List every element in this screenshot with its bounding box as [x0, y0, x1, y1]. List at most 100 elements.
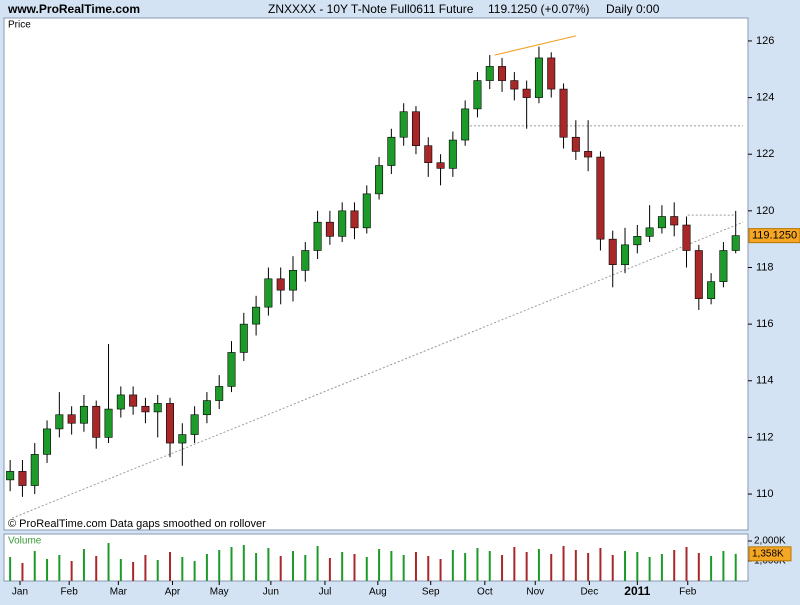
volume-bar	[734, 553, 737, 581]
x-tick-label: Nov	[526, 587, 544, 598]
price-label: Price	[8, 20, 31, 31]
y-tick-label: 118	[756, 261, 774, 273]
price-panel	[3, 17, 749, 531]
candle-body	[510, 80, 519, 90]
y-tick-label: 116	[756, 318, 774, 330]
candle-body	[202, 400, 211, 416]
y-tick-label: 126	[756, 35, 774, 47]
candle-body	[30, 454, 39, 486]
volume-bar	[427, 556, 430, 581]
trend-line	[494, 35, 576, 56]
x-tick-label: Dec	[580, 587, 598, 598]
chart-title: ZNXXXX - 10Y T-Note Full0611 Future	[268, 2, 474, 16]
volume-bar	[316, 546, 319, 581]
last-price-box	[748, 228, 800, 244]
volume-bar	[365, 557, 368, 581]
candle-body	[301, 250, 310, 271]
volume-bar	[279, 556, 282, 581]
volume-bar	[685, 547, 688, 581]
candle-body	[498, 66, 507, 81]
volume-bar	[611, 555, 614, 581]
volume-bar	[144, 555, 147, 581]
volume-bar	[476, 548, 479, 581]
period: Daily 0:00	[606, 2, 660, 16]
x-tick-label: 2011	[624, 584, 650, 598]
candle-body	[645, 227, 654, 237]
candle-body	[559, 88, 568, 138]
volume-tick-label: 2,000K	[754, 536, 786, 547]
y-tick-label: 120	[756, 205, 774, 217]
x-tick-label: Jul	[319, 587, 332, 598]
y-tick-label: 124	[756, 91, 774, 103]
candle-body	[534, 57, 543, 98]
candle-body	[190, 414, 199, 435]
candle-body	[473, 80, 482, 110]
volume-bar	[46, 559, 49, 581]
candle-body	[227, 352, 236, 387]
volume-bar	[574, 550, 577, 581]
candle-body	[116, 394, 125, 410]
last-volume-label: 1,358K	[752, 548, 784, 559]
volume-bar	[267, 548, 270, 581]
volume-bar	[58, 555, 61, 581]
x-tick-label: Feb	[679, 587, 697, 598]
volume-bar	[328, 558, 331, 581]
candle-body	[522, 88, 531, 98]
volume-bar	[513, 547, 516, 581]
candle-body	[289, 270, 297, 291]
x-tick-label: Oct	[477, 587, 493, 598]
volume-bar	[537, 549, 540, 581]
candle-body	[571, 136, 580, 152]
candle-body	[657, 216, 666, 229]
volume-bar	[353, 554, 356, 581]
candle-body	[350, 210, 359, 229]
volume-bar	[587, 553, 590, 581]
volume-bar	[722, 551, 725, 581]
candle-body	[596, 156, 605, 240]
candle-body	[104, 408, 113, 438]
volume-bar	[304, 555, 307, 581]
volume-bar	[193, 561, 196, 581]
volume-bar	[169, 552, 172, 581]
candle-body	[731, 235, 740, 251]
volume-bar	[95, 556, 98, 581]
volume-bar	[378, 549, 381, 581]
candle-body	[264, 278, 273, 308]
volume-bar	[119, 559, 122, 581]
candle-body	[584, 151, 593, 158]
volume-bar	[550, 554, 553, 581]
candle-body	[719, 250, 728, 282]
candle-body	[325, 221, 334, 237]
last-price-label: 119.1250	[752, 230, 797, 242]
volume-bar	[525, 552, 528, 581]
last-volume-box	[748, 546, 792, 562]
x-tick-label: Sep	[422, 587, 440, 598]
candle-body	[399, 111, 408, 138]
volume-bar	[156, 560, 159, 581]
candle-body	[313, 221, 322, 251]
candle-body	[92, 405, 101, 438]
volume-bar	[562, 546, 565, 581]
candle-body	[6, 471, 15, 481]
volume-bar	[697, 553, 700, 581]
candle-body	[547, 57, 556, 90]
x-tick-label: May	[210, 587, 229, 598]
y-tick-label: 114	[756, 375, 774, 387]
volume-bar	[242, 545, 245, 581]
candle-body	[448, 139, 457, 169]
candle-body	[141, 405, 150, 413]
x-tick-label: Jan	[12, 587, 28, 598]
volume-bar	[82, 549, 85, 581]
volume-bar	[132, 562, 135, 581]
volume-bar	[624, 551, 627, 581]
volume-bar	[414, 552, 417, 581]
candle-body	[362, 193, 371, 229]
candle-body	[252, 306, 261, 325]
volume-bar	[181, 557, 184, 581]
volume-bar	[291, 551, 294, 581]
volume-bar	[341, 552, 344, 581]
volume-bar	[464, 553, 467, 581]
candle-body	[485, 66, 494, 81]
volume-bar	[488, 551, 491, 581]
